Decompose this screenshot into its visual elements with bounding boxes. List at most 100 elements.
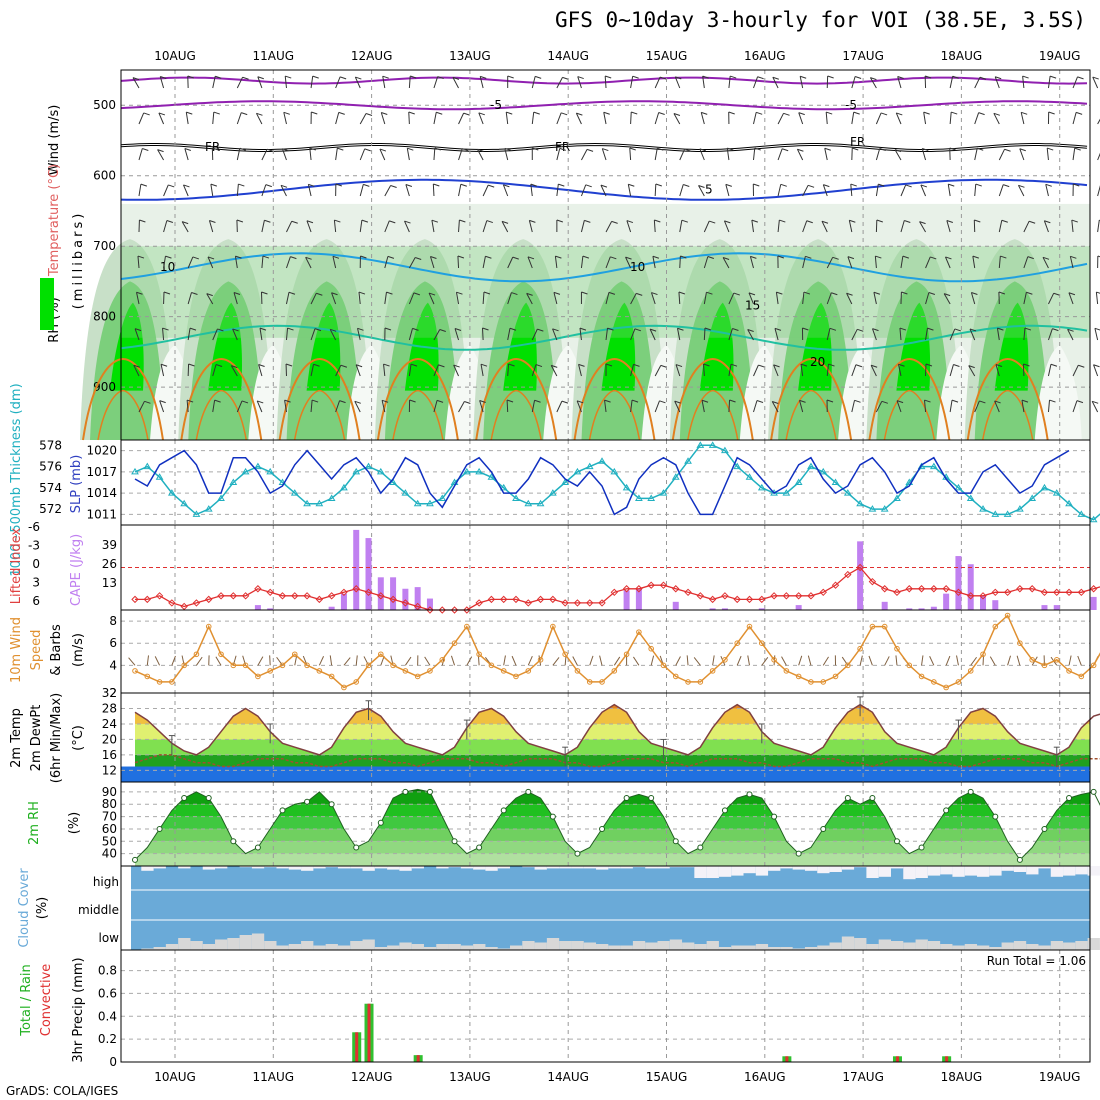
wind-barb-flag — [390, 185, 397, 188]
wind-barb-flag — [758, 364, 765, 368]
wind-barb-flag — [774, 327, 782, 331]
wind-barb-flag — [930, 256, 937, 260]
wind-barb — [726, 148, 730, 161]
rh-blob-green — [896, 302, 931, 391]
rh-marker — [599, 825, 606, 832]
wind-speed-series-marker — [390, 662, 396, 669]
cape-bar — [795, 605, 802, 610]
wind-barb — [796, 148, 804, 161]
rh-marker — [672, 838, 679, 845]
cloud-low-bar — [682, 942, 695, 950]
wind-speed-series-marker — [365, 662, 372, 669]
wind-barb — [798, 112, 804, 125]
axis-label: 2m Temp — [9, 708, 24, 768]
slp-tick: 1014 — [86, 486, 117, 500]
wind-barb — [408, 328, 413, 341]
rh-marker — [574, 850, 581, 857]
cloud-low-bar — [915, 939, 928, 950]
cloud-low-bar — [927, 941, 941, 950]
wind-barb-flag — [235, 255, 242, 259]
li-marker — [708, 595, 717, 604]
cape-bar — [635, 588, 642, 610]
wind-barb-flag — [480, 363, 488, 367]
thickness-series-marker — [426, 499, 434, 507]
wind-speed-series-marker — [574, 668, 581, 674]
wind-barb — [408, 292, 415, 305]
wind-barb-flag — [722, 257, 730, 260]
wind-barb-flag — [952, 75, 959, 79]
wind-barb — [281, 148, 287, 161]
sfc-wind-barb — [477, 655, 480, 666]
wind-barb — [947, 184, 951, 197]
li-marker — [401, 599, 410, 607]
wind-barb — [1094, 328, 1099, 341]
wind-speed-series — [134, 614, 1100, 689]
wind-speed-series-marker — [943, 684, 949, 691]
wind-barb-flag — [943, 293, 951, 297]
wind-barb-flag — [1049, 399, 1056, 403]
cloud-low-bar — [1013, 941, 1027, 950]
wind-barb-flag — [968, 365, 975, 369]
thickness-series-marker — [966, 494, 975, 501]
wind-barb — [605, 221, 613, 233]
cloud-bg — [131, 866, 1090, 950]
wind-barb — [236, 112, 242, 125]
cloud-high-bar — [632, 866, 646, 868]
wind-barb-flag — [780, 183, 787, 187]
cold-band — [121, 766, 1084, 782]
wind-barb — [673, 113, 681, 125]
sfc-wind-barb — [868, 655, 873, 666]
rh-marker — [648, 795, 655, 802]
cloud-low-bar — [485, 947, 498, 950]
axis-label: 2m RH — [27, 801, 42, 845]
wind-barb — [384, 256, 389, 269]
wind-speed-series-marker — [906, 662, 913, 669]
wind-barb-flag — [482, 327, 489, 331]
cloud-low-bar — [755, 944, 769, 950]
thickness-series-marker — [401, 489, 410, 496]
wind-barb-flag — [412, 327, 419, 331]
axis-label: (°C) — [71, 725, 86, 751]
cape-bar — [1090, 596, 1097, 610]
wind-speed-series-marker — [132, 668, 138, 674]
wind-barb — [777, 113, 784, 125]
slp-tick: 1020 — [86, 444, 117, 458]
wind-speed-series-marker — [709, 668, 716, 674]
sfc-wind-barb — [242, 655, 247, 666]
cloud-low-bar — [1001, 942, 1014, 950]
wind-barb — [630, 111, 632, 125]
date-label-top: 16AUG — [744, 49, 786, 63]
cloud-low-bar — [534, 942, 547, 950]
wind-barb — [777, 148, 783, 161]
wind-barb — [698, 185, 705, 197]
wind-barb-flag — [683, 184, 690, 187]
wind-barb — [1097, 220, 1100, 233]
wind-barb — [630, 400, 633, 413]
wind-barb-flag — [306, 220, 314, 224]
panel-label: (6hr Min/Max) — [49, 693, 64, 783]
wind-barb-flag — [280, 184, 288, 188]
wind-barb — [604, 75, 607, 89]
wind-barb — [206, 293, 214, 305]
thickness-series-marker — [462, 467, 471, 475]
cloud-high-bar — [792, 866, 805, 870]
cape-bar — [906, 608, 913, 610]
wind-barb — [482, 291, 485, 305]
wind-barb — [553, 292, 558, 305]
date-label-top: 14AUG — [547, 49, 589, 63]
cloud-high-bar — [620, 866, 633, 869]
wind-barb-flag — [649, 328, 657, 332]
wind-barb-flag — [504, 147, 511, 151]
wind-barb-flag — [584, 219, 591, 223]
wind-barb — [1097, 185, 1100, 197]
wind-barb-flag — [192, 256, 200, 260]
wind-barb-flag — [610, 256, 617, 260]
rh-marker — [697, 844, 704, 851]
wind-barb — [212, 364, 217, 377]
thickness-series-marker — [192, 510, 201, 517]
wind-barb — [383, 364, 386, 377]
wind-speed-series-marker — [341, 684, 347, 691]
wind-barb-flag — [311, 111, 318, 115]
wind-barb — [185, 112, 189, 125]
thickness-series-marker — [155, 473, 164, 480]
